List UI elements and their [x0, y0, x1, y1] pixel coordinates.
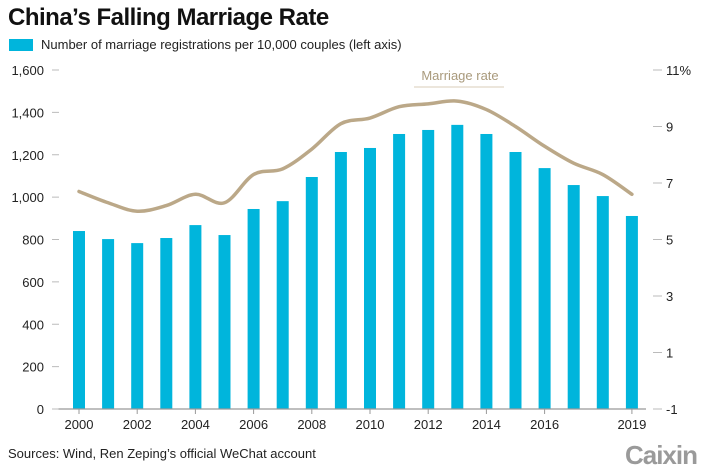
x-tick-label: 2016: [530, 417, 559, 432]
x-tick-label: 2002: [123, 417, 152, 432]
bar-2004: [189, 225, 201, 409]
bar-2000: [73, 231, 85, 409]
bar-2009: [335, 152, 347, 409]
left-tick-label: 600: [22, 275, 44, 290]
bar-2008: [306, 177, 318, 409]
right-tick-label: 7: [666, 176, 673, 191]
x-tick-label: 2012: [414, 417, 443, 432]
bars-group: [73, 125, 638, 409]
right-tick-label: 3: [666, 289, 673, 304]
right-tick-label: 5: [666, 233, 673, 248]
bar-2011: [393, 134, 405, 409]
x-tick-label: 2014: [472, 417, 501, 432]
left-tick-label: 1,600: [11, 63, 44, 78]
left-tick-label: 800: [22, 233, 44, 248]
bar-2010: [364, 148, 376, 409]
bar-2017: [568, 185, 580, 409]
left-tick-label: 0: [37, 402, 44, 417]
right-tick-label: 9: [666, 120, 673, 135]
right-tick-label: 11%: [666, 63, 691, 78]
left-tick-label: 400: [22, 317, 44, 332]
x-tick-label: 2008: [297, 417, 326, 432]
left-tick-label: 200: [22, 360, 44, 375]
bar-2018: [597, 196, 609, 409]
left-tick-label: 1,200: [11, 148, 44, 163]
line-annotation: Marriage rate: [421, 68, 498, 83]
bar-2013: [451, 125, 463, 409]
bar-2007: [277, 201, 289, 409]
bar-2001: [102, 239, 114, 409]
caixin-logo: Caixin: [625, 440, 697, 471]
x-tick-label: 2006: [239, 417, 268, 432]
right-tick-label: 1: [666, 346, 673, 361]
bar-2005: [219, 235, 231, 409]
bar-2014: [480, 134, 492, 409]
bar-2016: [539, 168, 551, 409]
bar-2015: [510, 152, 522, 409]
source-note: Sources: Wind, Ren Zeping’s official WeC…: [8, 446, 316, 461]
left-tick-label: 1,000: [11, 190, 44, 205]
x-tick-label: 2000: [65, 417, 94, 432]
bar-2003: [160, 238, 172, 409]
annotation-group: Marriage rate: [414, 68, 504, 87]
x-tick-label: 2004: [181, 417, 210, 432]
bar-2002: [131, 243, 143, 409]
left-tick-label: 1,400: [11, 105, 44, 120]
right-tick-label: -1: [666, 402, 678, 417]
x-tick-label: 2010: [356, 417, 385, 432]
x-tick-label: 2019: [617, 417, 646, 432]
bar-2012: [422, 130, 434, 409]
bar-2019: [626, 216, 638, 409]
bar-2006: [248, 209, 260, 409]
